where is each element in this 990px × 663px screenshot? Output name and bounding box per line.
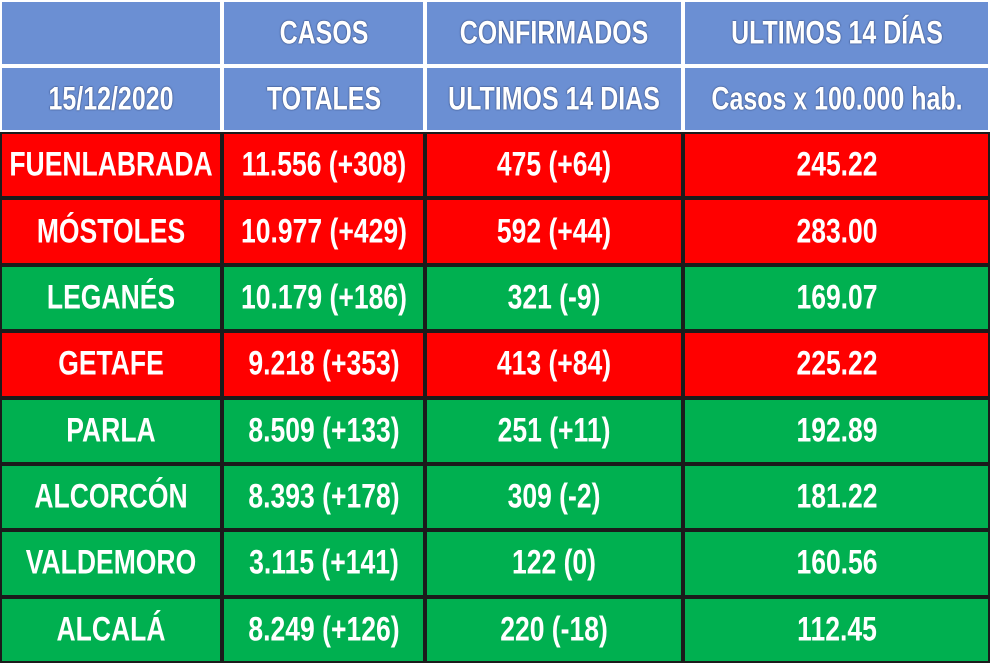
header-cell: TOTALES: [222, 66, 425, 132]
cell-text: VALDEMORO: [25, 543, 197, 582]
table-cell: ALCALÁ: [0, 596, 222, 663]
table-cell: 181.22: [683, 463, 990, 531]
cell-text: 225.22: [795, 344, 878, 383]
cell-text: 169.07: [795, 278, 878, 317]
table-cell: GETAFE: [0, 331, 222, 398]
cell-text: CASOS: [279, 14, 368, 51]
cell-text: FUENLABRADA: [9, 145, 213, 184]
table-cell: 283.00: [683, 198, 990, 265]
cell-text: 181.22: [795, 477, 878, 516]
table-cell: 122 (0): [425, 530, 683, 597]
table-cell: 10.977 (+429): [222, 198, 425, 265]
cell-text: ULTIMOS 14 DIAS: [448, 80, 660, 117]
table-cell: 413 (+84): [425, 331, 683, 398]
table-cell: 8.393 (+178): [222, 463, 425, 531]
cell-text: 309 (-2): [507, 477, 601, 516]
cell-text: 220 (-18): [500, 610, 608, 649]
cell-text: ALCALÁ: [56, 610, 166, 649]
header-cell: CASOS: [222, 0, 425, 66]
header-cell: 15/12/2020: [0, 66, 222, 132]
cell-text: 112.45: [796, 610, 877, 649]
cell-text: 192.89: [795, 411, 878, 450]
cell-text: 15/12/2020: [48, 80, 174, 117]
cell-text: 245.22: [795, 145, 878, 184]
table-cell: 309 (-2): [425, 463, 683, 531]
table-cell: 8.509 (+133): [222, 397, 425, 464]
cell-text: ULTIMOS 14 DÍAS: [730, 14, 943, 51]
table-cell: 9.218 (+353): [222, 331, 425, 398]
table-cell: 8.249 (+126): [222, 596, 425, 663]
cell-text: PARLA: [66, 411, 156, 450]
header-cell: ULTIMOS 14 DIAS: [425, 66, 683, 132]
cell-text: 413 (+84): [496, 344, 612, 383]
cell-text: 321 (-9): [507, 278, 601, 317]
cell-text: 8.393 (+178): [247, 477, 400, 516]
cell-text: ALCORCÓN: [34, 477, 188, 516]
cell-text: 10.179 (+186): [240, 278, 407, 317]
cell-text: MÓSTOLES: [36, 212, 186, 251]
table-cell: 225.22: [683, 331, 990, 398]
cell-text: TOTALES: [266, 80, 381, 117]
cell-text: 3.115 (+141): [248, 543, 399, 582]
cell-text: 475 (+64): [496, 145, 612, 184]
table-cell: 321 (-9): [425, 264, 683, 332]
header-cell: CONFIRMADOS: [425, 0, 683, 66]
table-cell: 112.45: [683, 596, 990, 663]
cell-text: 122 (0): [511, 543, 597, 582]
table-cell: PARLA: [0, 397, 222, 464]
cell-text: 11.556 (+308): [241, 145, 406, 184]
cell-text: 10.977 (+429): [240, 212, 407, 251]
cell-text: 9.218 (+353): [247, 344, 400, 383]
table-cell: FUENLABRADA: [0, 132, 222, 199]
table-cell: 251 (+11): [425, 397, 683, 464]
table-cell: ALCORCÓN: [0, 463, 222, 531]
header-cell: ULTIMOS 14 DÍAS: [683, 0, 990, 66]
table-cell: 592 (+44): [425, 198, 683, 265]
table-cell: MÓSTOLES: [0, 198, 222, 265]
cell-text: LEGANÉS: [46, 278, 176, 317]
cell-text: 8.249 (+126): [247, 610, 400, 649]
cell-text: CONFIRMADOS: [459, 14, 649, 51]
cell-text: 8.509 (+133): [247, 411, 400, 450]
cell-text: 283.00: [795, 212, 878, 251]
header-cell: Casos x 100.000 hab.: [683, 66, 990, 132]
table-cell: 475 (+64): [425, 132, 683, 199]
table-cell: 192.89: [683, 397, 990, 464]
table-cell: 10.179 (+186): [222, 264, 425, 332]
cell-text: 160.56: [795, 543, 878, 582]
table-cell: 245.22: [683, 132, 990, 199]
cell-text: Casos x 100.000 hab.: [710, 80, 963, 117]
table-cell: 3.115 (+141): [222, 530, 425, 597]
table-cell: VALDEMORO: [0, 530, 222, 597]
table-cell: LEGANÉS: [0, 264, 222, 332]
table-cell: 169.07: [683, 264, 990, 332]
header-cell: [0, 0, 222, 66]
table-cell: 160.56: [683, 530, 990, 597]
cell-text: 251 (+11): [497, 411, 611, 450]
cell-text: 592 (+44): [496, 212, 612, 251]
table-cell: 220 (-18): [425, 596, 683, 663]
table-cell: 11.556 (+308): [222, 132, 425, 199]
cell-text: GETAFE: [58, 344, 164, 383]
